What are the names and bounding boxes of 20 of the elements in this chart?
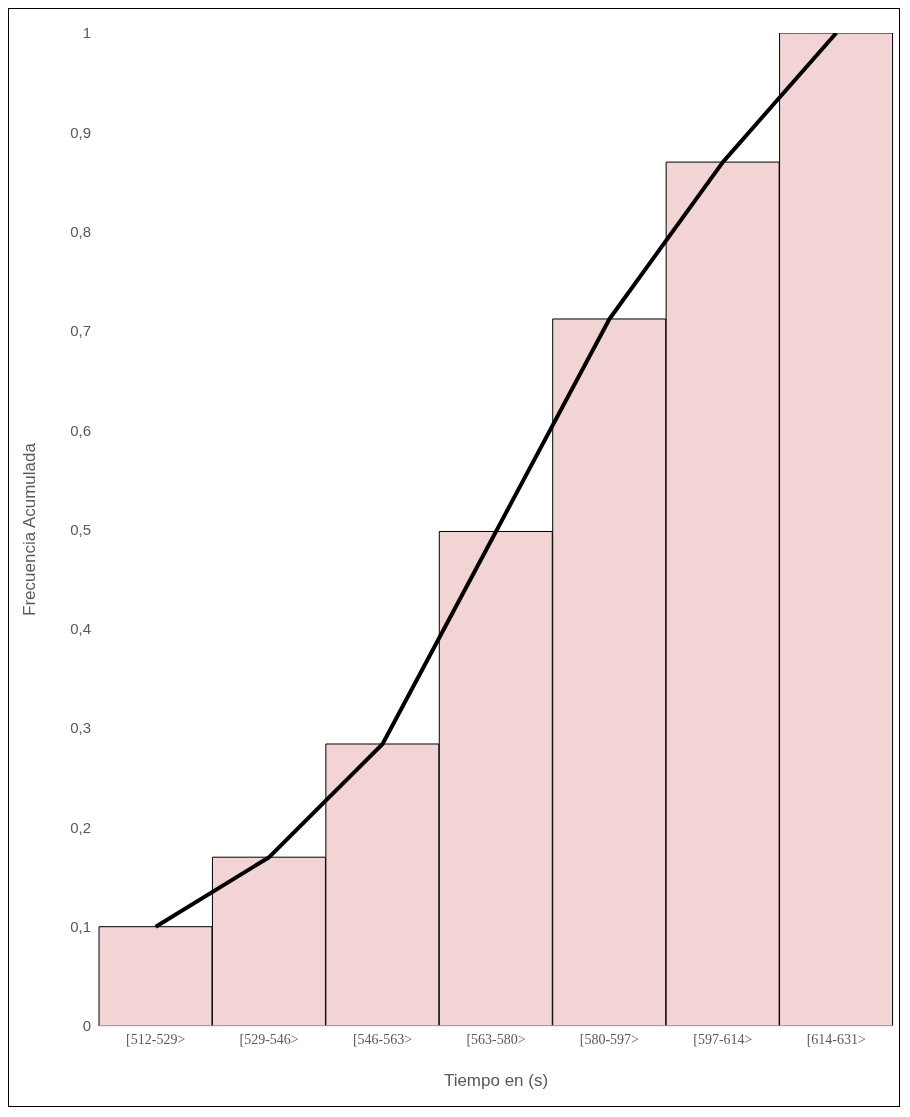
x-tick-label: [563-580> — [466, 1031, 526, 1047]
x-tick-label: [529-546> — [239, 1031, 299, 1047]
y-tick-label: 0,1 — [70, 918, 91, 936]
x-tick-label: [546-563> — [352, 1031, 413, 1047]
y-tick-label: 1 — [82, 24, 91, 42]
y-tick-label: 0,5 — [70, 520, 91, 538]
y-tick-label: 0,6 — [70, 421, 91, 439]
y-tick-label: 0 — [82, 1017, 91, 1035]
y-tick-label: 0,7 — [70, 322, 91, 340]
x-axis-title: Tiempo en (s) — [443, 1071, 549, 1090]
x-tick-label: [512-529> — [126, 1031, 186, 1047]
y-axis-title: Frecuencia Acumulada — [20, 442, 40, 616]
y-tick-label: 0,8 — [70, 222, 91, 240]
y-tick-label: 0,9 — [70, 123, 91, 141]
x-tick-label: [597-614> — [693, 1031, 753, 1047]
x-tick-label: [580-597> — [579, 1031, 640, 1047]
y-tick-label: 0,2 — [70, 818, 91, 836]
y-tick-label: 0,4 — [70, 620, 91, 638]
y-tick-label: 0,3 — [70, 719, 91, 737]
x-tick-label: [614-631> — [806, 1031, 866, 1047]
